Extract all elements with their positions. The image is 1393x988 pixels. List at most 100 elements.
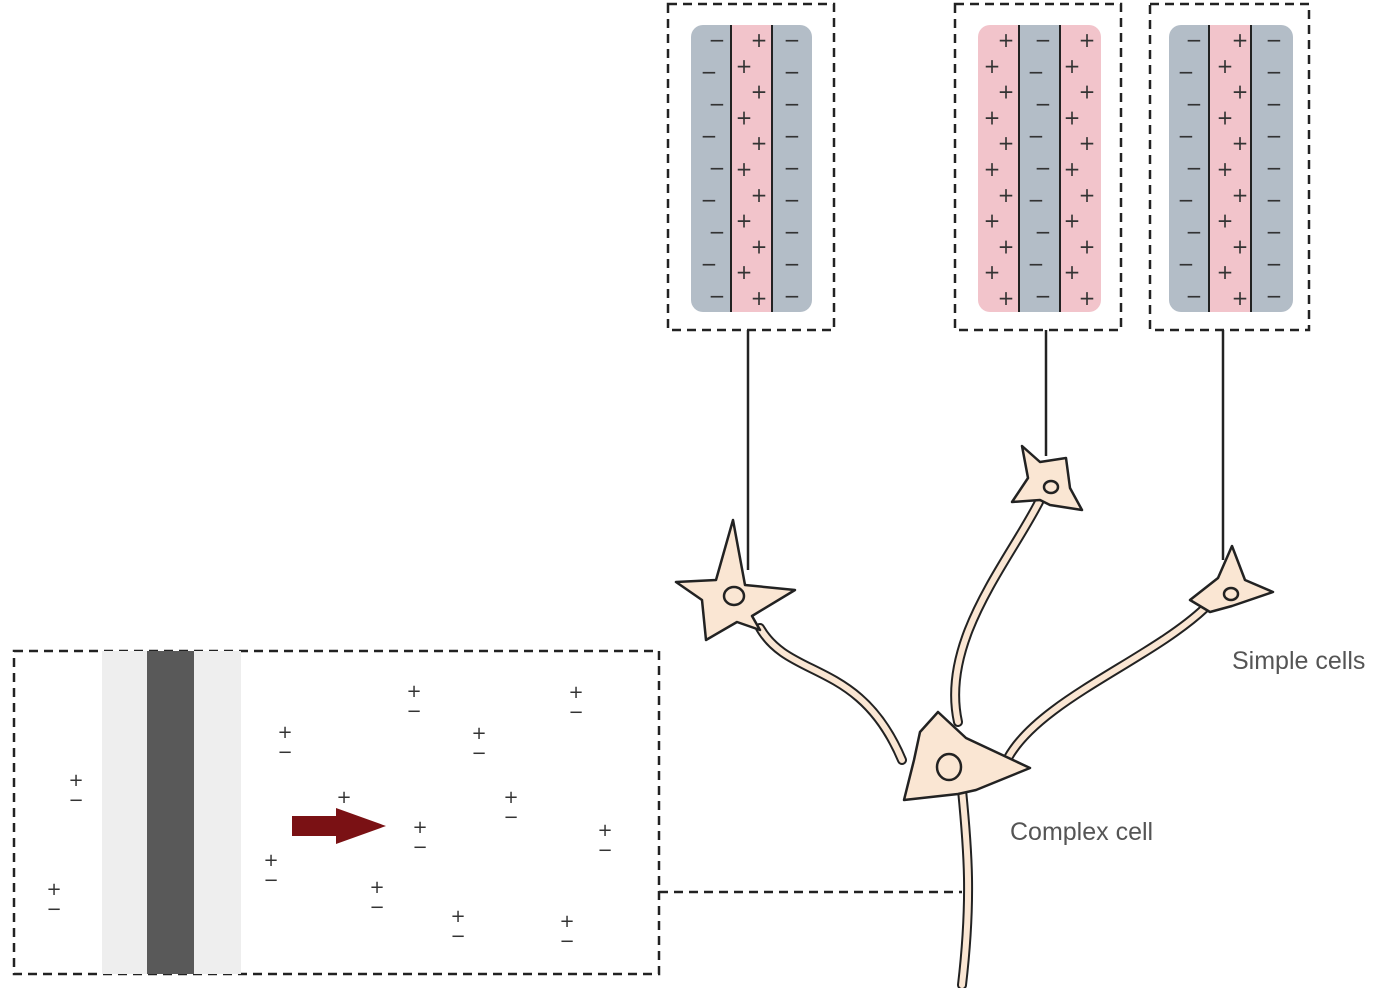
minus-sign: −: [412, 837, 427, 858]
plus-sign: +: [736, 260, 753, 284]
plus-sign: +: [263, 850, 278, 871]
minus-sign: −: [1028, 60, 1045, 84]
plus-sign: +: [1079, 80, 1096, 104]
field-1-signs: − −− −− −− −− −− −− −− −− −+++++++++++: [701, 28, 801, 310]
simple-cell-field-3: − −− −− −− −− −− −− −− −− −+++++++++++: [1148, 2, 1311, 332]
plus-sign: +: [1079, 183, 1096, 207]
nucleus: [935, 752, 963, 782]
plus-sign: +: [998, 234, 1015, 258]
minus-sign: −: [1186, 28, 1203, 52]
minus-sign: −: [784, 124, 801, 148]
minus-sign: −: [450, 926, 465, 947]
field-2-signs: + ++ ++ ++ ++ ++ ++ ++ ++ ++ ++ +−−−−−−−−−: [984, 28, 1096, 310]
minus-sign: −: [701, 124, 718, 148]
plus-sign: +: [1217, 105, 1234, 129]
plus-sign: +: [998, 80, 1015, 104]
plus-sign: +: [1064, 157, 1081, 181]
simple-cell-3: [1188, 544, 1275, 614]
plus-sign: +: [1217, 157, 1234, 181]
minus-sign: −: [406, 701, 421, 722]
plus-sign: +: [1232, 28, 1249, 52]
simple-cell-field-1: − −− −− −− −− −− −− −− −− −+++++++++++: [666, 2, 836, 332]
minus-sign: −: [1178, 188, 1195, 212]
simple-cell-1: [674, 518, 797, 642]
complex-field-signs: +−+−+−+−+−+−+−+−+−+−+−+−+−+−: [46, 681, 612, 952]
minus-sign: −: [1028, 124, 1045, 148]
minus-sign: −: [1178, 60, 1195, 84]
minus-sign: −: [784, 156, 801, 180]
plus-sign: +: [406, 681, 421, 702]
plus-sign: +: [412, 817, 427, 838]
minus-sign: −: [1266, 28, 1283, 52]
minus-sign: −: [1266, 252, 1283, 276]
minus-sign: −: [1035, 92, 1052, 116]
field-1-center-region: [731, 25, 772, 312]
stimulus-bar: [147, 651, 194, 974]
nucleus: [1042, 479, 1060, 495]
plus-sign: +: [984, 157, 1001, 181]
plus-sign: +: [1232, 286, 1249, 310]
plus-sign: +: [597, 820, 612, 841]
plus-sign: +: [1079, 234, 1096, 258]
plus-sign: +: [736, 54, 753, 78]
minus-sign: −: [1186, 220, 1203, 244]
plus-sign: +: [1232, 183, 1249, 207]
plus-sign: +: [751, 28, 768, 52]
minus-sign: −: [784, 252, 801, 276]
plus-sign: +: [1232, 131, 1249, 155]
simple-cell-2: [1010, 444, 1084, 512]
minus-sign: −: [1035, 284, 1052, 308]
minus-sign: −: [1266, 284, 1283, 308]
plus-sign: +: [998, 286, 1015, 310]
plus-sign: +: [1217, 209, 1234, 233]
plus-sign: +: [736, 209, 753, 233]
plus-sign: +: [1064, 54, 1081, 78]
minus-sign: −: [709, 220, 726, 244]
minus-sign: −: [701, 60, 718, 84]
plus-sign: +: [1217, 260, 1234, 284]
minus-sign: −: [369, 897, 384, 918]
plus-sign: +: [336, 787, 351, 808]
motion-arrow-icon: [292, 808, 386, 844]
minus-sign: −: [568, 702, 583, 723]
complex-cell-label: Complex cell: [1010, 818, 1153, 846]
minus-sign: −: [46, 899, 61, 920]
minus-sign: −: [471, 743, 486, 764]
simple-cells-label: Simple cells: [1232, 647, 1365, 675]
plus-sign: +: [1064, 105, 1081, 129]
plus-sign: +: [998, 183, 1015, 207]
minus-sign: −: [784, 284, 801, 308]
simple-cell-axons: [755, 495, 1210, 988]
minus-sign: −: [68, 790, 83, 811]
minus-sign: −: [503, 807, 518, 828]
minus-sign: −: [784, 92, 801, 116]
minus-sign: −: [784, 220, 801, 244]
minus-sign: −: [784, 188, 801, 212]
plus-sign: +: [369, 877, 384, 898]
plus-sign: +: [984, 105, 1001, 129]
minus-sign: −: [1186, 284, 1203, 308]
plus-sign: +: [1217, 54, 1234, 78]
plus-sign: +: [1232, 234, 1249, 258]
minus-sign: −: [1028, 252, 1045, 276]
minus-sign: −: [1035, 220, 1052, 244]
plus-sign: +: [998, 28, 1015, 52]
complex-cell: [902, 710, 1032, 802]
plus-sign: +: [984, 260, 1001, 284]
minus-sign: −: [559, 931, 574, 952]
minus-sign: −: [1266, 188, 1283, 212]
minus-sign: −: [784, 60, 801, 84]
minus-sign: −: [701, 252, 718, 276]
minus-sign: −: [709, 284, 726, 308]
minus-sign: −: [597, 840, 612, 861]
plus-sign: +: [984, 209, 1001, 233]
plus-sign: +: [568, 682, 583, 703]
minus-sign: −: [1028, 188, 1045, 212]
minus-sign: −: [1178, 124, 1195, 148]
plus-sign: +: [751, 183, 768, 207]
minus-sign: −: [1266, 60, 1283, 84]
minus-sign: −: [1035, 156, 1052, 180]
field-3-center-region: [1209, 25, 1251, 312]
plus-sign: +: [984, 54, 1001, 78]
